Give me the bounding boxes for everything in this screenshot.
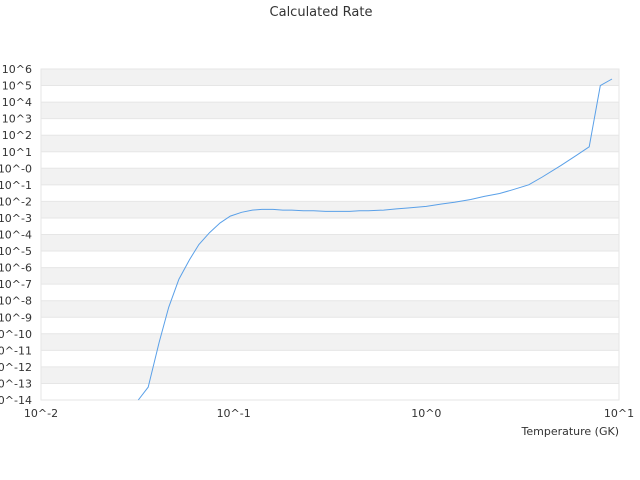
y-tick-label: 10^-9 (0, 311, 32, 324)
y-tick-label: 10^-4 (0, 229, 32, 242)
plot-frame (40, 68, 620, 401)
y-tick-label: 10^-10 (0, 328, 32, 341)
y-tick-labels: 10^-14 10^-13 10^-12 10^-11 10^-10 10^-9 10^-8… (0, 63, 32, 407)
y-tick-label: 10^5 (2, 80, 32, 93)
y-tick-label: 10^3 (2, 113, 32, 126)
y-tick-label: 10^-2 (0, 195, 32, 208)
y-tick-label: 10^-1 (0, 179, 32, 192)
y-tick-label: 10^6 (2, 63, 32, 76)
y-tick-label: 10^-12 (0, 361, 32, 374)
y-tick-label: 10^-8 (0, 295, 32, 308)
x-tick-label: 10^-2 (24, 407, 58, 420)
grid-band (41, 201, 619, 218)
y-tick-label: 10^4 (2, 96, 32, 109)
rate-series-line (137, 78, 613, 401)
y-tick-label: 10^-7 (0, 278, 32, 291)
x-tick-label: 10^1 (604, 407, 634, 420)
grid-band (41, 168, 619, 185)
grid-band (41, 267, 619, 285)
grid-band (41, 366, 619, 384)
y-tick-label: 10^-6 (0, 262, 32, 275)
x-axis-label: Temperature (GK) (521, 425, 620, 438)
y-tick-label: 10^-5 (0, 245, 32, 258)
grid-band (41, 135, 619, 152)
y-tick-label: 10^-0 (0, 162, 32, 175)
grid-band (41, 69, 619, 86)
y-tick-label: 10^-3 (0, 212, 32, 225)
y-tick-label: 10^2 (2, 129, 32, 142)
x-tick-label: 10^-1 (217, 407, 251, 420)
y-tick-label: 10^1 (2, 146, 32, 159)
grid-band (41, 102, 619, 119)
y-tick-label: 10^-11 (0, 344, 32, 357)
grid-band (41, 333, 619, 351)
grid-band (41, 234, 619, 252)
x-tick-labels: 10^-2 10^-1 10^0 10^1 (24, 407, 634, 420)
grid-band (41, 300, 619, 318)
y-tick-label: 10^-13 (0, 377, 32, 390)
x-tick-label: 10^0 (411, 407, 441, 420)
y-tick-label: 10^-14 (0, 394, 32, 407)
chart-title: Calculated Rate (270, 5, 373, 20)
plot-bands (41, 68, 619, 384)
